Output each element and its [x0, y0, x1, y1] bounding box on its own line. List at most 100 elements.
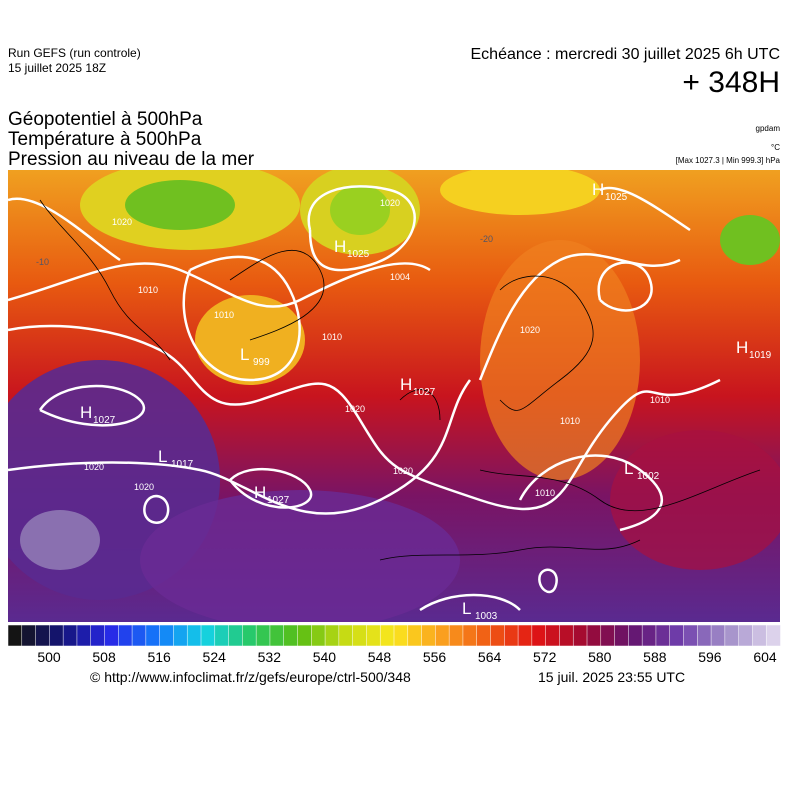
colorbar-swatch [131, 624, 147, 647]
center-value: 999 [253, 357, 270, 368]
colorbar-swatch [559, 624, 574, 647]
center-value: 1027 [267, 495, 290, 506]
colorbar-swatch [421, 624, 437, 647]
contour-label: 1020 [393, 466, 413, 476]
unit: gpdam [755, 124, 780, 133]
colorbar-tick-label: 516 [147, 649, 171, 665]
contour-label: 1010 [322, 332, 342, 342]
colorbar-swatch [476, 624, 492, 647]
colorbar-swatch [697, 624, 712, 647]
contour-label: 1020 [112, 217, 132, 227]
contour-label: -10 [36, 257, 49, 267]
colorbar-swatch [186, 624, 202, 647]
colorbar-swatch [21, 624, 37, 647]
colorbar-swatch [283, 624, 299, 647]
center-letter: L [462, 599, 471, 618]
colorbar-tick-label: 548 [368, 649, 392, 665]
colorbar-swatch [311, 624, 326, 647]
center-letter: L [240, 345, 249, 364]
center-value: 1027 [93, 415, 116, 426]
colorbar-swatch [683, 624, 699, 647]
colorbar-swatch [435, 624, 450, 647]
center-value: 1017 [171, 459, 194, 470]
center-value: 1003 [475, 611, 498, 622]
colorbar-swatch [366, 624, 381, 647]
contour-label: 1020 [84, 462, 104, 472]
colorbar-swatch [200, 624, 216, 647]
center-letter: L [624, 459, 633, 478]
colorbar-swatch [462, 624, 478, 647]
center-value: 1025 [347, 249, 370, 260]
center-value: 1019 [749, 350, 772, 361]
title: Géopotentiel à 500hPa [8, 109, 203, 130]
colorbar-swatch [145, 624, 161, 647]
colorbar-swatch [586, 624, 602, 647]
center-value: 1025 [605, 192, 628, 203]
generated: 15 juil. 2025 23:55 UTC [538, 669, 686, 685]
run: Run GEFS (run controle) [8, 46, 141, 60]
center-letter: L [158, 447, 167, 466]
contour-label: 1020 [380, 198, 400, 208]
center-value: 1002 [637, 471, 660, 482]
colorbar-swatch [669, 624, 685, 647]
colorbar-swatch [628, 624, 643, 647]
colorbar-swatch [242, 624, 257, 647]
colorbar-swatch [765, 624, 781, 647]
contour-label: 1010 [138, 285, 158, 295]
colorbar-tick-label: 500 [37, 649, 61, 665]
colorbar-swatch [504, 624, 519, 647]
colorbar-swatch [76, 624, 92, 647]
colorbar-swatch [297, 624, 313, 647]
colorbar-swatch [49, 624, 64, 647]
contour-label: -20 [480, 234, 493, 244]
contour-label: 1020 [520, 325, 540, 335]
colorbar-tick-label: 580 [588, 649, 612, 665]
title: Température à 500hPa [8, 129, 202, 150]
colorbar-tick-label: 572 [533, 649, 557, 665]
colorbar-swatch [614, 624, 630, 647]
colorbar-swatch [62, 624, 78, 647]
colorbar-swatch [572, 624, 588, 647]
unit: °C [771, 143, 780, 152]
colorbar-swatch [641, 624, 657, 647]
contour-label: 1020 [345, 404, 365, 414]
colorbar-swatch [724, 624, 740, 647]
colorbar-swatch [255, 624, 271, 647]
center-value: 1027 [413, 387, 436, 398]
colorbar-swatch [752, 624, 767, 647]
contour-label: 1010 [535, 488, 555, 498]
run-date: 15 juillet 2025 18Z [8, 61, 107, 75]
colorbar-swatch [517, 624, 533, 647]
contour-label: 1010 [560, 416, 580, 426]
colorbar-swatch [324, 624, 340, 647]
center-letter: H [334, 237, 346, 256]
colorbar-swatch [173, 624, 188, 647]
colorbar-swatch [228, 624, 244, 647]
colorbar-swatch [338, 624, 354, 647]
colorbar-swatch [269, 624, 285, 647]
center-letter: H [400, 375, 412, 394]
lead-time: + 348H [682, 66, 780, 99]
colorbar-swatch [214, 624, 230, 647]
colorbar-tick-label: 564 [478, 649, 502, 665]
colorbar-swatch [710, 624, 726, 647]
colorbar-tick-label: 532 [258, 649, 282, 665]
contour-label: 1010 [650, 395, 670, 405]
colorbar-swatch [448, 624, 464, 647]
colorbar-swatch [7, 624, 23, 647]
center-letter: H [80, 403, 92, 422]
colorbar-tick-label: 524 [203, 649, 227, 665]
source: © http://www.infoclimat.fr/z/gefs/europe… [90, 669, 411, 685]
center-letter: H [736, 338, 748, 357]
colorbar-swatch [600, 624, 616, 647]
colorbar-swatch [35, 624, 51, 647]
colorbar-swatch [352, 624, 368, 647]
colorbar-tick-label: 540 [313, 649, 337, 665]
colorbar-swatch [393, 624, 409, 647]
colorbar-swatch [738, 624, 754, 647]
contour-label: 1010 [214, 310, 234, 320]
colorbar-swatch [531, 624, 547, 647]
colorbar-tick-label: 596 [698, 649, 722, 665]
